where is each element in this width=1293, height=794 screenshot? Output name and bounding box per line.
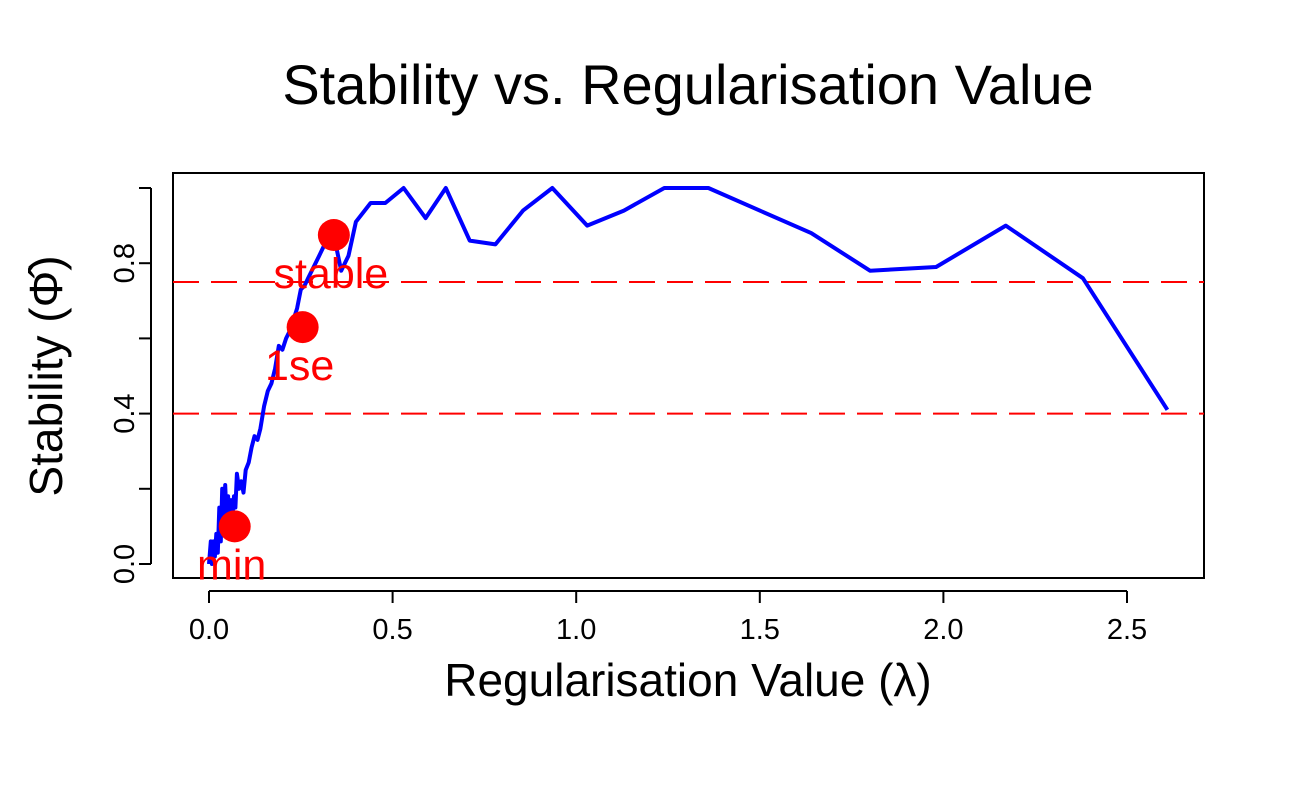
y-tick-label: 0.8 (109, 243, 141, 283)
plot-frame (172, 172, 1205, 579)
highlight-label-stable: stable (273, 250, 388, 298)
y-tick-label: 0.0 (109, 544, 141, 584)
y-tick-label: 0.4 (109, 393, 141, 433)
x-tick-label: 0.0 (189, 614, 229, 646)
highlight-point-stable (317, 219, 350, 251)
highlight-point-min (218, 510, 251, 543)
x-tick-label: 2.5 (1107, 614, 1147, 646)
highlight-point-1se (286, 311, 319, 344)
x-tick-label: 1.0 (556, 614, 596, 646)
chart-title: Stability vs. Regularisation Value (282, 53, 1093, 116)
x-tick-label: 1.5 (740, 614, 780, 646)
x-tick-label: 0.5 (372, 614, 412, 646)
plot-layer: 0.0 0.5 1.0 1.5 2.0 2.5 0.0 0.4 0.8 min 1se stable (109, 172, 1205, 646)
stability-series-line (207, 186, 1170, 566)
x-tick-label: 2.0 (923, 614, 963, 646)
highlight-label-1se: 1se (265, 342, 334, 390)
x-axis-label: Regularisation Value (λ) (444, 654, 932, 706)
y-axis-label: Stability (Φ̂) (20, 255, 72, 496)
highlight-label-min: min (197, 541, 266, 589)
